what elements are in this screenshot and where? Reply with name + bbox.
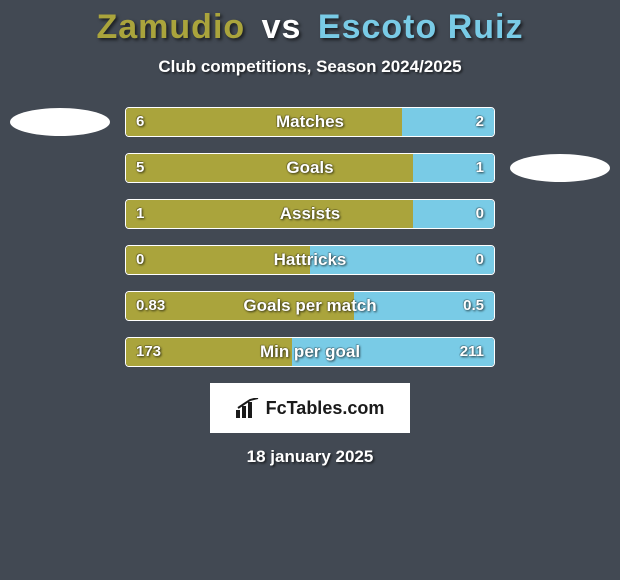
site-logo[interactable]: FcTables.com xyxy=(210,383,410,433)
player2-photo xyxy=(510,154,610,182)
stat-row: Goals51 xyxy=(125,153,495,183)
player1-photo xyxy=(10,108,110,136)
stat-left-segment xyxy=(126,246,310,274)
stat-right-segment xyxy=(292,338,494,366)
subtitle: Club competitions, Season 2024/2025 xyxy=(0,57,620,77)
content-area: Matches62 Goals51 Assists10 Hattricks00 Goal… xyxy=(0,107,620,367)
site-logo-inner: FcTables.com xyxy=(236,398,385,419)
player1-name: Zamudio xyxy=(97,8,246,46)
date-text: 18 january 2025 xyxy=(0,447,620,467)
stat-right-segment xyxy=(402,108,494,136)
stat-row: Assists10 xyxy=(125,199,495,229)
stat-right-segment xyxy=(310,246,494,274)
stat-right-segment xyxy=(354,292,494,320)
stat-row: Hattricks00 xyxy=(125,245,495,275)
stat-row: Matches62 xyxy=(125,107,495,137)
comparison-card: Zamudio vs Escoto Ruiz Club competitions… xyxy=(0,0,620,580)
title: Zamudio vs Escoto Ruiz xyxy=(0,8,620,47)
site-logo-text: FcTables.com xyxy=(266,398,385,419)
stat-bars-container: Matches62 Goals51 Assists10 Hattricks00 Goal… xyxy=(125,107,495,367)
stat-right-segment xyxy=(413,200,494,228)
stat-right-segment xyxy=(413,154,494,182)
stat-left-segment xyxy=(126,200,413,228)
player2-name: Escoto Ruiz xyxy=(318,8,524,46)
stat-row: Min per goal173211 xyxy=(125,337,495,367)
stat-left-segment xyxy=(126,338,292,366)
chart-icon xyxy=(236,398,260,418)
stat-row: Goals per match0.830.5 xyxy=(125,291,495,321)
stat-left-segment xyxy=(126,154,413,182)
stat-left-segment xyxy=(126,108,402,136)
vs-text: vs xyxy=(262,8,302,46)
stat-left-segment xyxy=(126,292,354,320)
